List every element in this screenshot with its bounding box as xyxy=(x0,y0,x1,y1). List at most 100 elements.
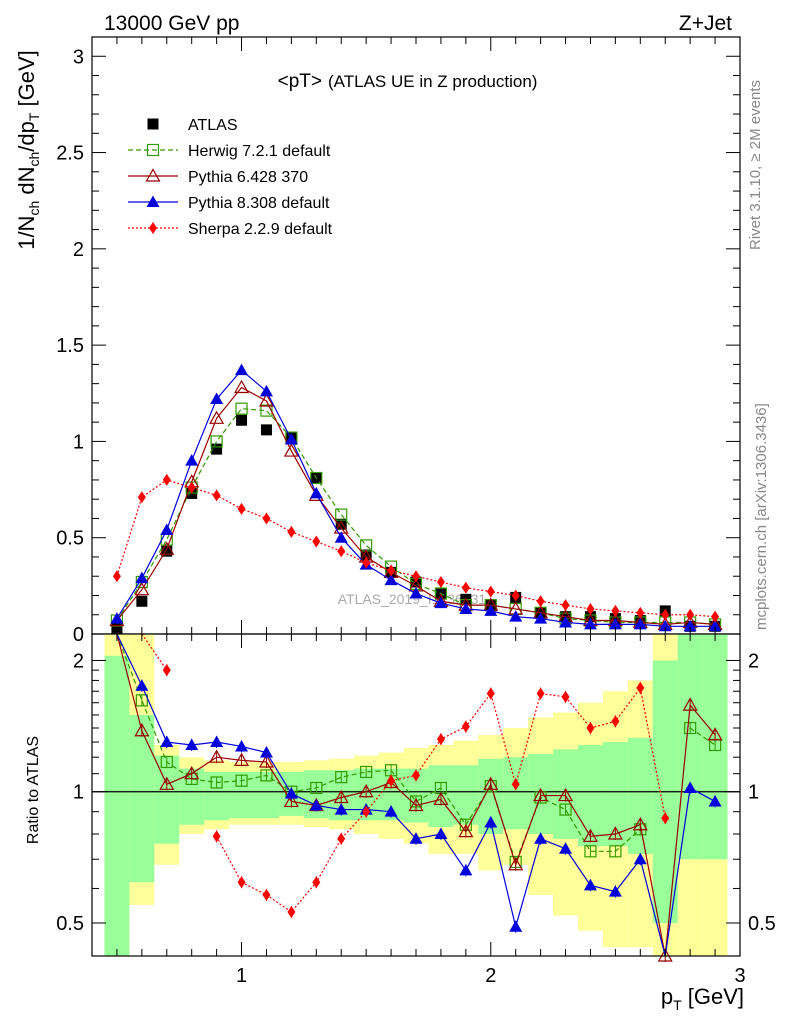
data-point xyxy=(362,556,371,569)
x-tick-label: 2 xyxy=(485,965,496,987)
data-point xyxy=(135,571,149,584)
data-point xyxy=(658,619,672,632)
stat-uncertainty-band xyxy=(677,634,703,860)
ratio-point xyxy=(312,876,321,889)
ratio-point xyxy=(611,715,620,728)
y-tick-label: 0.5 xyxy=(56,528,84,550)
ratio-tick-label-right: 0.5 xyxy=(748,913,776,935)
ratio-point xyxy=(632,817,648,831)
ratio-point xyxy=(260,769,273,782)
data-point xyxy=(459,602,473,614)
header-left: 13000 GeV pp xyxy=(104,12,239,35)
ratio-point xyxy=(335,771,348,784)
ratio-series-3 xyxy=(141,633,670,918)
ratio-point xyxy=(358,784,374,798)
ratio-point xyxy=(708,794,722,807)
ratio-tick-label-right: 2 xyxy=(748,650,759,672)
ratio-point xyxy=(209,749,225,763)
ratio-point xyxy=(459,863,473,876)
ratio-point xyxy=(486,687,495,700)
y-tick-label: 1 xyxy=(73,431,84,453)
ratio-point xyxy=(412,769,420,782)
ratio-point xyxy=(536,687,545,700)
data-point xyxy=(636,606,645,619)
data-point xyxy=(683,619,697,632)
data-point xyxy=(561,599,570,612)
ratio-point xyxy=(633,852,647,865)
legend-label: Pythia 6.428 370 xyxy=(188,169,308,186)
stat-uncertainty-band xyxy=(154,755,180,844)
ratio-tick-label: 1 xyxy=(73,782,84,804)
legend-marker xyxy=(146,143,160,157)
ratio-point xyxy=(661,812,670,825)
ratio-point xyxy=(234,752,250,766)
y-tick-label: 2 xyxy=(73,239,84,261)
data-point xyxy=(310,471,323,485)
data-point xyxy=(484,604,498,616)
data-point xyxy=(284,432,298,445)
data-point xyxy=(335,518,347,530)
data-point xyxy=(534,612,548,624)
data-point xyxy=(309,486,323,499)
ratio-point xyxy=(561,690,570,703)
ratio-point xyxy=(387,774,396,787)
data-point xyxy=(262,512,271,525)
ratio-point xyxy=(509,920,523,932)
ratio-point xyxy=(337,832,346,845)
ratio-point xyxy=(607,826,623,840)
ratio-point xyxy=(409,832,423,844)
data-point xyxy=(187,481,196,494)
ratio-tick-label: 0.5 xyxy=(56,913,84,935)
ratio-point xyxy=(212,830,221,843)
data-point xyxy=(235,402,248,415)
ratio-point xyxy=(287,905,296,918)
data-point xyxy=(237,502,246,515)
ratio-point xyxy=(584,845,597,858)
data-point xyxy=(536,595,545,608)
data-point xyxy=(486,585,495,598)
series-3 xyxy=(110,363,722,632)
ratio-point xyxy=(683,781,697,793)
xlabel: pT [GeV] xyxy=(661,984,744,1013)
data-point xyxy=(210,392,224,405)
legend: ATLAS Herwig 7.2.1 default Pythia 6.428 37… xyxy=(128,117,333,238)
ratio-point xyxy=(360,765,373,779)
data-point xyxy=(234,379,250,394)
ratio-point xyxy=(434,827,448,839)
data-point xyxy=(260,424,272,436)
ratio-point xyxy=(559,803,572,816)
ratio-point xyxy=(258,754,274,768)
ratio-point xyxy=(657,948,673,962)
y-tick-label: 3 xyxy=(73,46,84,68)
data-point xyxy=(160,523,174,536)
series-4 xyxy=(112,473,720,623)
ratio-point xyxy=(309,798,323,811)
stat-uncertainty-band xyxy=(503,757,529,830)
ratio-point xyxy=(408,797,424,812)
title-sub: (ATLAS UE in Z production) xyxy=(328,72,537,91)
ratio-point xyxy=(484,816,498,828)
data-point xyxy=(211,443,223,455)
data-point xyxy=(412,570,420,583)
ratio-point xyxy=(384,805,398,817)
ratio-point xyxy=(185,738,199,750)
ratio-point xyxy=(135,679,149,691)
data-point xyxy=(259,384,273,397)
ratio-point xyxy=(707,727,723,741)
legend-marker xyxy=(146,195,160,207)
ratio-point xyxy=(436,733,445,746)
ratio-point xyxy=(160,735,174,748)
legend-marker xyxy=(145,168,161,182)
title-main: <pT> xyxy=(278,71,322,92)
side-mcplots: mcplots.cern.ch [arXiv:1306.3436] xyxy=(753,403,770,630)
ylabel-top: 1/Nch dNch/dpT [GeV] xyxy=(14,50,42,250)
ratio-line xyxy=(689,727,716,746)
ratio-tick-label: 2 xyxy=(73,650,84,672)
data-point xyxy=(384,573,398,586)
ratio-point xyxy=(682,697,698,711)
legend-label: Sherpa 2.2.9 default xyxy=(188,221,333,238)
data-point xyxy=(360,549,372,561)
ratio-point xyxy=(162,664,171,677)
legend-entry: Pythia 6.428 370 xyxy=(128,168,308,186)
data-point xyxy=(137,491,146,504)
